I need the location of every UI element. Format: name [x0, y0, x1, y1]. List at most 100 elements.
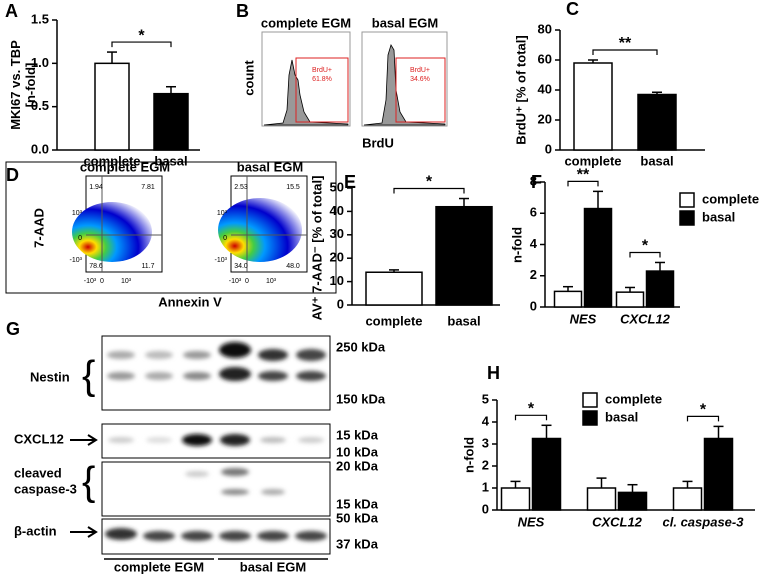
tick-label: -10³	[84, 278, 97, 285]
tick-label: -10³	[215, 257, 228, 264]
gate-label: BrdU+	[312, 67, 332, 74]
tick-label: -10³	[229, 278, 242, 285]
panel-letter: A	[5, 1, 18, 21]
y-tick-label: 0	[530, 298, 537, 313]
bar	[500, 487, 531, 511]
significance-label: *	[426, 174, 433, 191]
sample-label: complete EGM	[261, 15, 351, 30]
group-label: complete EGM	[114, 559, 204, 574]
protein-label: caspase-3	[14, 481, 77, 496]
sample-label: complete EGM	[80, 159, 170, 174]
y-tick-label: 2	[530, 267, 537, 282]
significance-bracket	[111, 41, 172, 48]
x-tick-label: cl. caspase-3	[663, 514, 745, 529]
tick-label: 0	[100, 278, 104, 285]
bar	[703, 437, 734, 511]
significance-label: **	[619, 35, 632, 52]
y-tick-label: 30	[330, 226, 344, 241]
bar	[645, 270, 675, 308]
gate-label: BrdU+	[410, 67, 430, 74]
x-tick-label: CXCL12	[620, 311, 671, 326]
significance-label: *	[700, 402, 707, 419]
y-tick-label: 2	[482, 457, 489, 472]
arrow	[70, 434, 98, 446]
quadrant-value: 1.94	[89, 184, 103, 191]
y-tick-label: 0	[482, 501, 489, 516]
axis-label: n-fold	[461, 437, 476, 473]
panel-letter: E	[344, 172, 356, 192]
blot	[101, 423, 331, 459]
y-tick-label: 60	[538, 51, 552, 66]
y-tick-label: 20	[538, 111, 552, 126]
density	[218, 198, 302, 262]
legend-swatch	[582, 410, 598, 426]
y-tick-label: 4	[530, 236, 538, 251]
bar	[615, 291, 645, 308]
density	[72, 202, 152, 262]
brace: {	[82, 354, 95, 398]
quadrant-value: 7.81	[141, 184, 155, 191]
tick-label: -10³	[70, 257, 83, 264]
sample-label: basal EGM	[237, 159, 303, 174]
y-tick-label: 6	[530, 205, 537, 220]
tick-label: 10³	[217, 210, 228, 217]
significance-label: *	[642, 238, 649, 255]
brace: {	[82, 460, 95, 504]
legend-swatch	[582, 392, 598, 408]
x-tick-label: CXCL12	[592, 514, 643, 529]
y-tick-label: 20	[330, 250, 344, 265]
y-tick-label: 3	[482, 435, 489, 450]
x-tick-label: basal	[447, 313, 480, 328]
axis-label: 7-AAD	[31, 208, 46, 248]
y-tick-label: 1.0	[31, 55, 49, 70]
x-tick-label: NES	[518, 514, 545, 529]
significance-bracket	[629, 251, 661, 258]
y-tick-label: 1	[482, 479, 489, 494]
significance-label: *	[138, 27, 145, 44]
quadrant-value: 15.5	[286, 184, 300, 191]
axis-label: BrdU	[362, 135, 394, 150]
bar	[617, 491, 648, 511]
axis-label: BrdU⁺ [% of total]	[513, 35, 528, 144]
legend-label: basal	[702, 209, 735, 224]
marker-label: 10 kDa	[336, 444, 379, 459]
tick-label: 10³	[72, 210, 83, 217]
legend-label: complete	[605, 391, 662, 406]
marker-label: 250 kDa	[336, 339, 386, 354]
bar	[586, 487, 617, 511]
axis-label: AV⁺ 7-AAD⁻ [% of total]	[309, 176, 324, 321]
bar	[583, 207, 613, 308]
y-tick-label: 0	[337, 296, 344, 311]
panel-b: B complete EGM basal EGM count BrdU BrdU…	[236, 1, 448, 150]
y-tick-label: 0.0	[31, 141, 49, 156]
gate-value: 61.8%	[312, 76, 332, 83]
bar	[365, 271, 423, 306]
blot	[101, 518, 331, 555]
protein-label: cleaved	[14, 465, 62, 480]
protein-label: Nestin	[30, 369, 70, 384]
y-tick-label: 0	[545, 141, 552, 156]
marker-label: 37 kDa	[336, 536, 379, 551]
tick-label: 10³	[121, 278, 132, 285]
legend-swatch	[679, 210, 695, 226]
quadrant-value: 2.53	[234, 184, 248, 191]
bar	[637, 93, 677, 151]
legend-label: complete	[702, 191, 759, 206]
legend-swatch	[679, 192, 695, 208]
panel-letter: C	[566, 0, 579, 19]
panel-letter: B	[236, 1, 249, 21]
density-plot: 2.53 15.5 34.0 48.0 -10³ 0 10³ -10³ 0 10…	[215, 175, 308, 285]
blot	[101, 461, 331, 517]
arrow	[70, 526, 98, 538]
marker-label: 15 kDa	[336, 496, 379, 511]
bar	[153, 92, 189, 151]
x-tick-label: basal	[640, 153, 673, 168]
legend-label: basal	[605, 409, 638, 424]
marker-label: 150 kDa	[336, 391, 386, 406]
panel-letter: G	[6, 319, 20, 339]
group-label: basal EGM	[240, 559, 306, 574]
histogram	[263, 59, 349, 126]
significance-bracket	[686, 415, 720, 422]
